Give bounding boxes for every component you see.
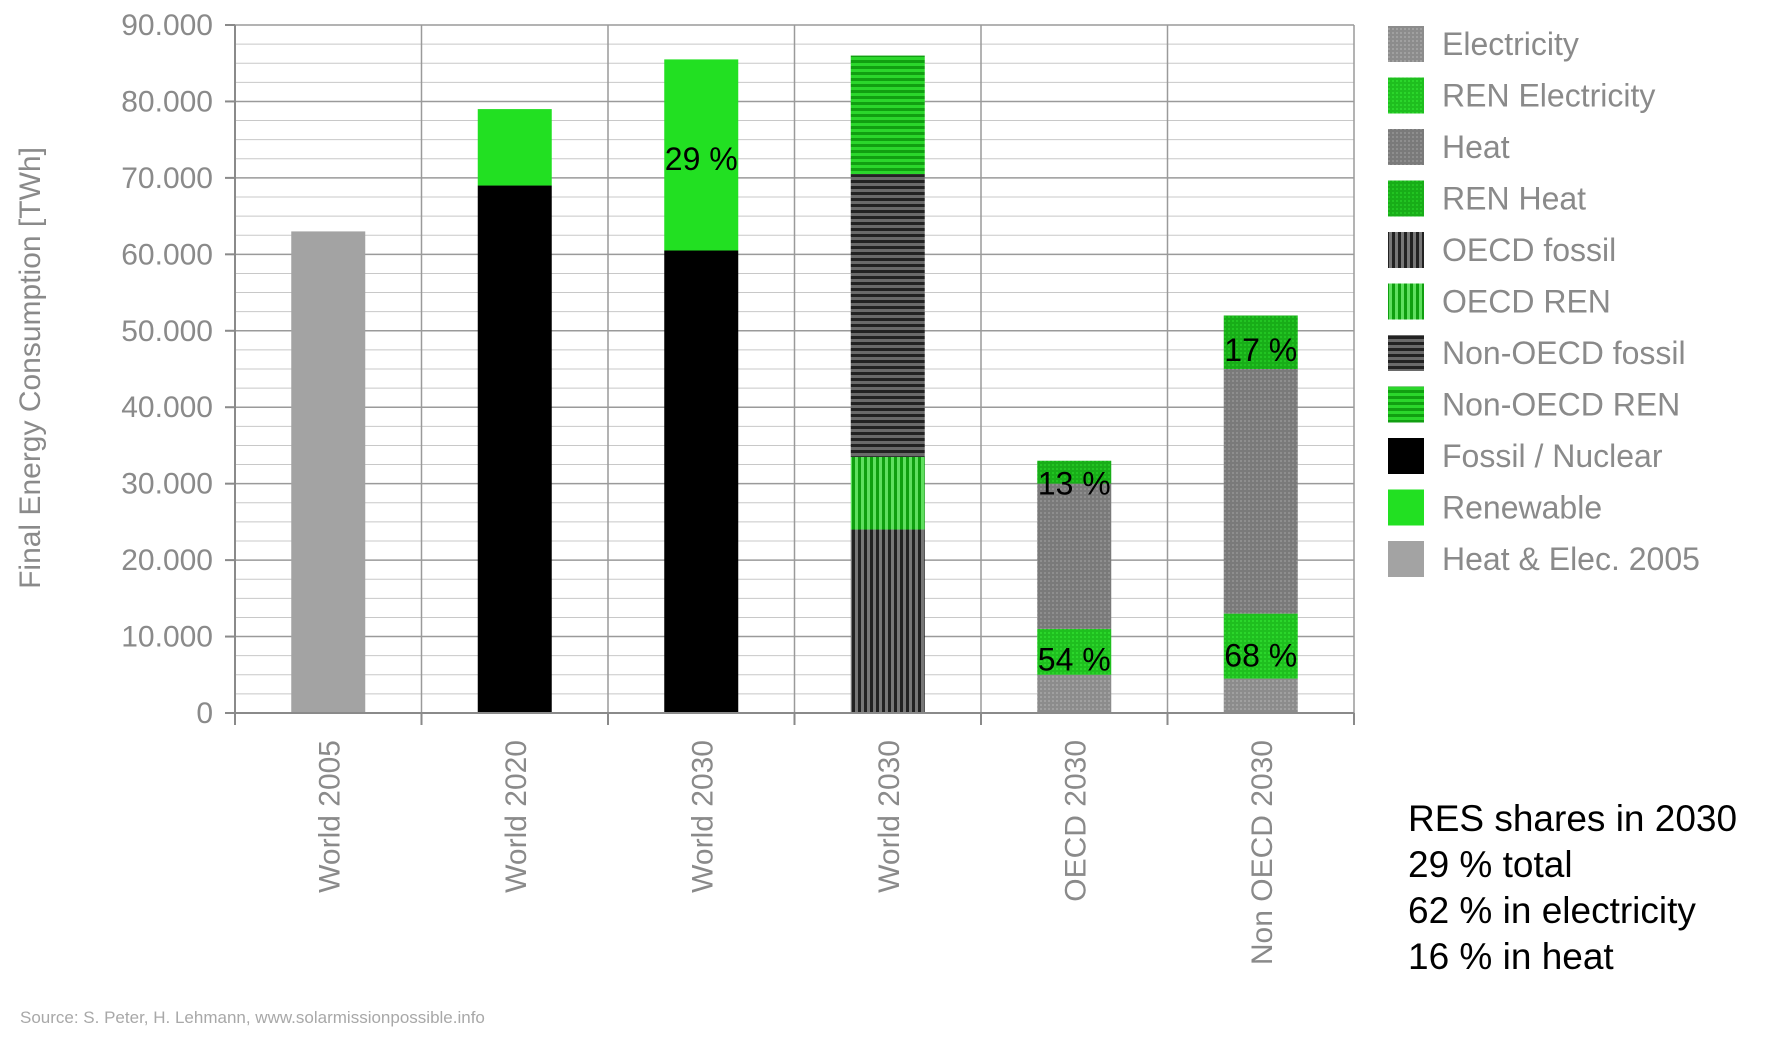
y-tick-label: 50.000 [121, 315, 213, 348]
note-line: 62 % in electricity [1408, 890, 1696, 931]
y-tick-label: 90.000 [121, 9, 213, 42]
bar-segment [1223, 315, 1298, 369]
data-label: 29 % [665, 141, 738, 177]
bar-segment [664, 59, 739, 251]
note-line: 16 % in heat [1408, 936, 1614, 977]
axes: 0 10.000 20.000 30.000 40.000 50.000 60.000 70.… [121, 9, 1355, 965]
y-tick-label: 0 [196, 697, 213, 730]
legend-label: OECD fossil [1442, 232, 1616, 268]
x-category-label: World 2020 [500, 740, 533, 893]
data-label: 13 % [1038, 466, 1111, 502]
legend-label: Heat [1442, 129, 1510, 165]
legend-label: OECD REN [1442, 284, 1611, 320]
bar-segment [1223, 613, 1298, 679]
bar-segment [850, 529, 925, 713]
legend-swatch [1388, 541, 1424, 577]
bar-segment [477, 185, 552, 714]
bar-segment [850, 174, 925, 457]
data-labels: 29 % 17 % 13 % 54 % 68 % [665, 141, 1297, 678]
legend-swatch [1388, 26, 1424, 62]
bar-segment [1223, 678, 1298, 713]
legend-swatch [1388, 77, 1424, 114]
x-category-label: World 2005 [313, 740, 346, 893]
x-category-label: Non OECD 2030 [1246, 740, 1279, 965]
bar-segment [1037, 628, 1112, 675]
x-category-label: World 2030 [686, 740, 719, 893]
data-label: 17 % [1224, 332, 1297, 368]
legend-swatch [1388, 129, 1424, 165]
y-tick-label: 40.000 [121, 391, 213, 424]
legend-swatch [1388, 232, 1424, 268]
legend-label: Fossil / Nuclear [1442, 438, 1663, 474]
legend-label: Electricity [1442, 26, 1579, 62]
x-category-label: OECD 2030 [1059, 740, 1092, 902]
x-category-label: World 2030 [873, 740, 906, 893]
legend-swatch [1388, 386, 1424, 423]
legend: Electricity REN Electricity Heat REN Heat OE… [1388, 26, 1700, 577]
legend-swatch [1388, 489, 1424, 526]
bar-segment [1037, 460, 1112, 484]
source-note: Source: S. Peter, H. Lehmann, www.solarm… [20, 1008, 485, 1027]
legend-swatch [1388, 283, 1424, 320]
y-tick-label: 10.000 [121, 621, 213, 654]
bar-segment [664, 250, 739, 713]
y-tick-label: 60.000 [121, 238, 213, 271]
bar-segment [1037, 674, 1112, 713]
bar-segment [291, 231, 366, 713]
legend-swatch [1388, 438, 1424, 474]
legend-label: Renewable [1442, 490, 1602, 526]
y-tick-label: 20.000 [121, 544, 213, 577]
y-axis-title: Final Energy Consumption [TWh] [14, 147, 47, 589]
y-tick-label: 30.000 [121, 468, 213, 501]
data-label: 68 % [1224, 638, 1297, 674]
y-tick-label: 80.000 [121, 85, 213, 118]
legend-label: REN Heat [1442, 181, 1586, 217]
bar-segment [850, 55, 925, 175]
note-line: 29 % total [1408, 844, 1573, 885]
bars [291, 55, 1298, 714]
data-label: 54 % [1038, 641, 1111, 677]
legend-label: Heat & Elec. 2005 [1442, 541, 1700, 577]
bar-segment [1037, 483, 1112, 629]
legend-swatch [1388, 180, 1424, 217]
legend-label: REN Electricity [1442, 78, 1655, 114]
bar-segment [850, 456, 925, 530]
res-shares-note: RES shares in 2030 29 % total 62 % in el… [1408, 796, 1776, 980]
legend-swatch [1388, 335, 1424, 371]
note-line: RES shares in 2030 [1408, 798, 1738, 839]
bar-segment [477, 109, 552, 186]
legend-label: Non-OECD REN [1442, 387, 1680, 423]
gridlines [234, 24, 1355, 714]
legend-label: Non-OECD fossil [1442, 335, 1686, 371]
bar-segment [1223, 369, 1298, 614]
y-tick-label: 70.000 [121, 162, 213, 195]
